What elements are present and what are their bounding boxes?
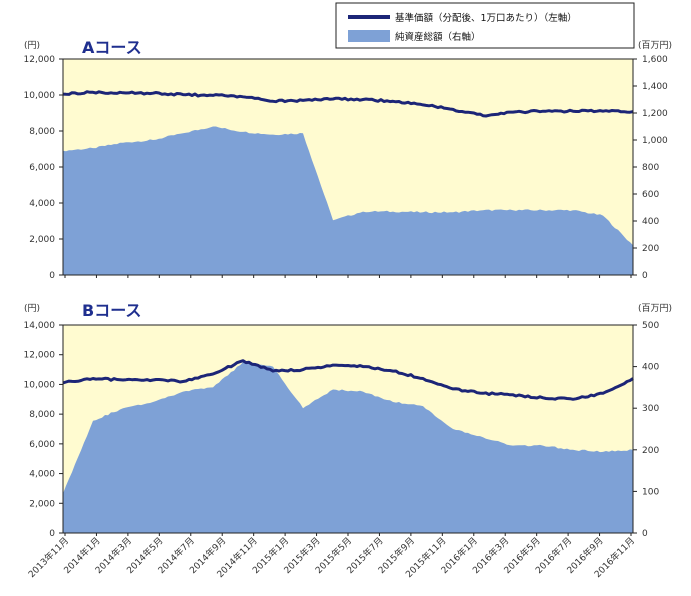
assets-area-a <box>63 126 633 275</box>
legend: 基準価額（分配後、1万口あたり）（左軸） 純資産総額（右軸） <box>335 2 635 49</box>
right-axis-unit-b: (百万円) <box>638 303 672 314</box>
left-tick-label-a: 6,000 <box>29 163 55 173</box>
left-tick-label-b: 12,000 <box>24 351 56 361</box>
left-axis-unit-a: (円) <box>24 40 40 51</box>
left-tick-label-b: 6,000 <box>29 440 55 450</box>
left-tick-label-a: 0 <box>49 271 55 281</box>
right-tick-label-b: 500 <box>642 321 659 331</box>
left-tick-label-b: 2,000 <box>29 499 55 509</box>
right-tick-label-a: 600 <box>642 190 659 200</box>
nav-line-b <box>62 359 634 401</box>
left-tick-label-b: 10,000 <box>24 380 56 390</box>
chart-title-a: Aコース <box>82 38 142 57</box>
right-tick-label-a: 1,200 <box>642 109 668 119</box>
right-axis-unit-a: (百万円) <box>638 40 672 51</box>
left-tick-label-a: 8,000 <box>29 127 55 137</box>
right-tick-label-a: 1,000 <box>642 136 668 146</box>
right-tick-label-b: 300 <box>642 404 659 414</box>
right-tick-label-a: 400 <box>642 217 659 227</box>
left-tick-label-a: 12,000 <box>24 55 56 65</box>
left-tick-label-a: 4,000 <box>29 199 55 209</box>
nav-line-a <box>62 90 634 118</box>
chart-title-b: Bコース <box>82 301 141 320</box>
right-tick-label-b: 0 <box>642 529 648 539</box>
left-axis-unit-b: (円) <box>24 303 40 314</box>
right-tick-label-a: 200 <box>642 244 659 254</box>
legend-assets-swatch <box>348 30 390 42</box>
chart-panel-b: Bコース (円) (百万円) 0 2,000 4,000 6,000 8,000 10,0… <box>24 301 673 539</box>
right-tick-label-b: 200 <box>642 446 659 456</box>
right-tick-label-b: 100 <box>642 487 659 497</box>
left-tick-label-b: 4,000 <box>29 470 55 480</box>
left-tick-label-a: 2,000 <box>29 235 55 245</box>
right-tick-label-a: 1,600 <box>642 55 668 65</box>
left-tick-label-a: 10,000 <box>24 91 56 101</box>
chart-panel-a: Aコース (円) (百万円) 0 2,000 4,000 6,000 8,000 10,0… <box>24 38 673 281</box>
x-tick-label: 2013年11月 <box>26 535 72 581</box>
left-tick-label-b: 14,000 <box>24 321 56 331</box>
right-tick-label-a: 800 <box>642 163 659 173</box>
left-tick-label-b: 8,000 <box>29 410 55 420</box>
right-tick-label-a: 0 <box>642 271 648 281</box>
x-axis-labels: 2013年11月2014年1月2014年3月2014年5月2014年7月2014… <box>26 535 638 581</box>
right-tick-label-b: 400 <box>642 363 659 373</box>
assets-area-b <box>63 362 633 533</box>
legend-nav-label: 基準価額（分配後、1万口あたり）（左軸） <box>395 12 577 24</box>
right-tick-label-a: 1,400 <box>642 82 668 92</box>
left-tick-label-b: 0 <box>49 529 55 539</box>
legend-assets-label: 純資産総額（右軸） <box>395 31 481 43</box>
